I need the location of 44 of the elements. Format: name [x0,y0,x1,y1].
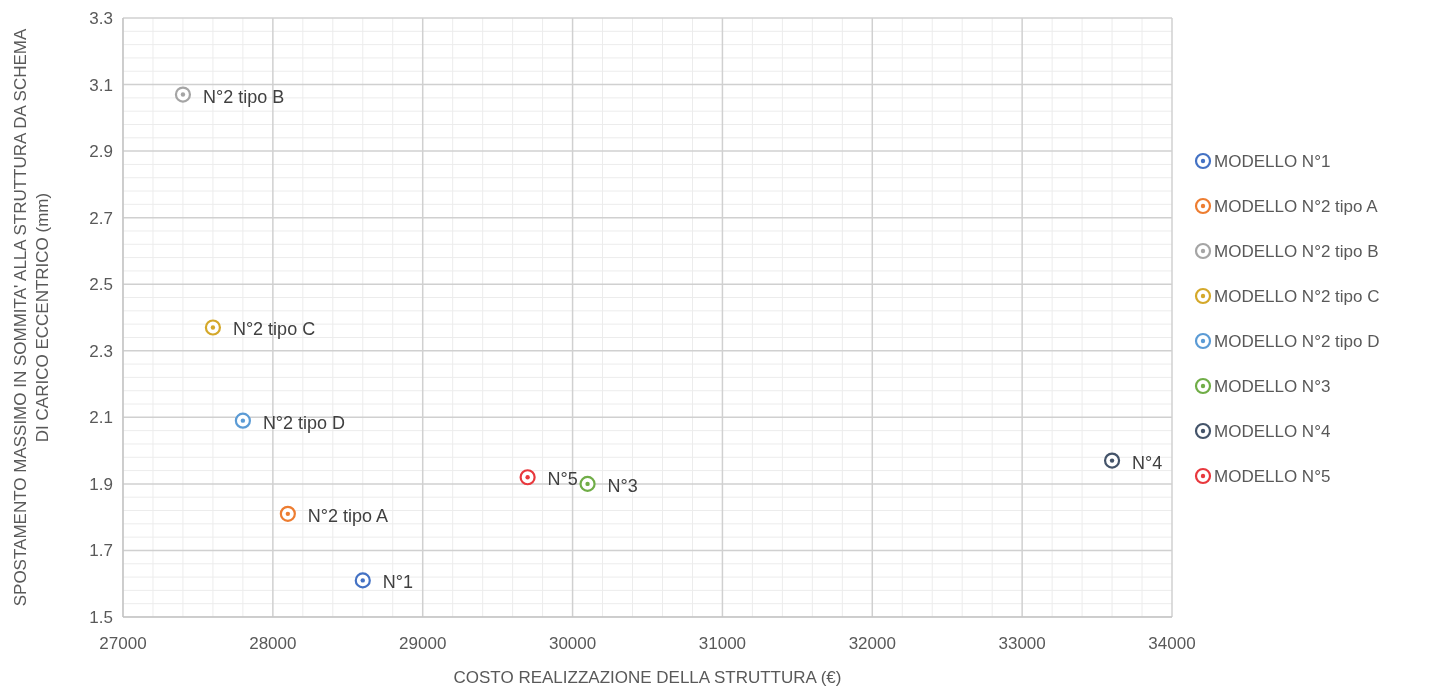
x-tick-label: 33000 [998,634,1046,653]
y-tick-label: 2.3 [89,341,113,361]
point [204,319,222,336]
y-tick-label: 3.1 [89,75,113,95]
y-tick-label: 1.7 [89,541,113,561]
legend-label: MODELLO N°5 [1214,467,1331,486]
annotation: N°3 [607,475,638,496]
x-tick-label: 27000 [99,634,147,653]
x-axis-title: COSTO REALIZZAZIONE DELLA STRUTTURA (€) [453,668,842,687]
annotation: N°1 [382,572,413,593]
y-tick-label: 1.5 [89,608,113,627]
x-tick-label: 31000 [698,634,747,653]
x-tick-label: 29000 [399,634,447,653]
point [354,572,371,589]
annotation: N°2 tipo C [232,319,316,340]
x-tick-label: 30000 [548,634,597,653]
y-tick-label: 2.1 [89,408,113,428]
x-tick-label: 32000 [848,634,896,653]
point [579,475,596,492]
y-tick-label: 2.5 [89,275,113,295]
y-tick-label: 1.9 [89,474,113,494]
annotation: N°5 [547,469,578,490]
point [279,505,296,522]
annotation: N°2 tipo A [307,505,389,526]
legend-label: MODELLO N°2 tipo A [1214,197,1379,216]
point [174,86,192,103]
legend-label: MODELLO N°2 tipo B [1214,242,1379,261]
point [234,412,251,429]
legend-label: MODELLO N°4 [1214,422,1331,441]
annotation: N°2 tipo D [262,412,346,433]
x-tick-label: 34000 [1148,634,1196,653]
legend-label: MODELLO N°1 [1214,152,1331,171]
annotation: N°4 [1132,452,1163,473]
y-axis-title: SPOSTAMENTO MASSIMO IN SOMMITA' ALLA STRUTTURA DA SCHEMA DI CARICO ECCENTRICO (mm) [11,28,52,607]
point [519,469,536,486]
legend-label: MODELLO N°2 tipo D [1214,332,1380,351]
annotation: N°2 tipo B [202,86,285,107]
legend-label: MODELLO N°3 [1214,377,1331,396]
y-tick-label: 2.7 [89,208,113,228]
x-tick-label: 28000 [249,634,297,653]
y-tick-label: 2.9 [89,142,113,162]
legend-label: MODELLO N°2 tipo C [1214,287,1380,306]
y-tick-label: 3.3 [89,9,113,28]
point [1103,452,1121,469]
